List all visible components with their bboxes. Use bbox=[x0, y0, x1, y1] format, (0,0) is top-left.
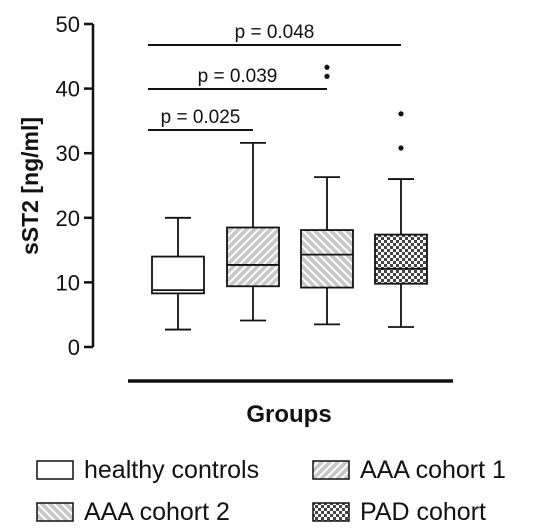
legend-swatch bbox=[36, 502, 74, 522]
iqr-box bbox=[374, 233, 428, 285]
outlier-point bbox=[324, 73, 330, 79]
y-tick-label: 50 bbox=[56, 12, 80, 37]
legend-item: PAD cohort bbox=[276, 495, 486, 529]
legend-swatch-fill bbox=[312, 502, 350, 522]
box-0 bbox=[151, 216, 205, 331]
legend-swatch-fill bbox=[36, 502, 74, 522]
outlier-point bbox=[324, 64, 330, 70]
legend-label: PAD cohort bbox=[360, 497, 486, 526]
outlier-point bbox=[398, 111, 404, 117]
legend-swatch bbox=[36, 460, 74, 480]
legend-swatch-fill bbox=[312, 460, 350, 480]
box-2 bbox=[300, 64, 354, 326]
box-3 bbox=[374, 111, 428, 328]
legend-swatch-fill bbox=[36, 460, 74, 480]
y-tick-label: 10 bbox=[56, 270, 80, 295]
legend-item: AAA cohort 2 bbox=[0, 495, 230, 529]
iqr-box bbox=[151, 255, 205, 295]
legend-label: healthy controls bbox=[84, 455, 260, 484]
legend-swatch bbox=[312, 460, 350, 480]
p-value-label: p = 0.048 bbox=[235, 22, 315, 43]
box-plot-chart: 0 10 20 30 40 50 sST2 [ng/ml] Groups p = 0.025 p… bbox=[17, 12, 453, 428]
y-axis-title: sST2 [ng/ml] bbox=[17, 117, 43, 255]
p-value-label: p = 0.025 bbox=[161, 107, 241, 128]
legend-item: healthy controls bbox=[0, 453, 259, 487]
legend-label: AAA cohort 1 bbox=[360, 455, 506, 484]
y-tick-label: 0 bbox=[68, 335, 80, 360]
box-1 bbox=[226, 141, 280, 322]
y-tick-label: 30 bbox=[56, 141, 80, 166]
y-tick-label: 40 bbox=[56, 77, 80, 102]
legend-swatch bbox=[312, 502, 350, 522]
legend-item: AAA cohort 1 bbox=[276, 453, 506, 487]
y-tick-label: 20 bbox=[56, 206, 80, 231]
iqr-box bbox=[226, 226, 280, 288]
p-value-label: p = 0.039 bbox=[198, 66, 278, 87]
x-axis-title: Groups bbox=[246, 401, 331, 428]
legend-label: AAA cohort 2 bbox=[84, 497, 230, 526]
outlier-point bbox=[398, 145, 404, 151]
iqr-box bbox=[300, 229, 354, 289]
legend: healthy controls AAA cohort 1 AAA cohort 2… bbox=[0, 450, 549, 529]
